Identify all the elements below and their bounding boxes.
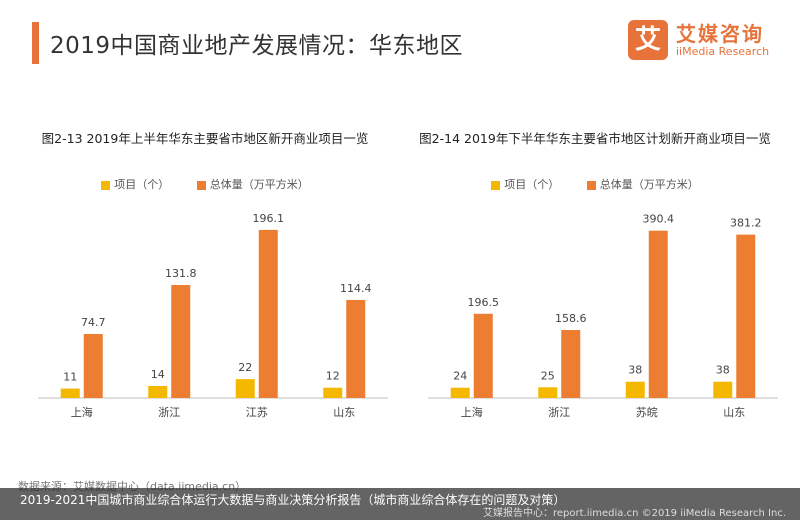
x-tick-label: 江苏 — [246, 406, 268, 419]
data-label-projects: 22 — [238, 361, 252, 374]
bar-area — [171, 285, 191, 398]
chart-plot: 24 196.5 上海 25 158.6 浙江 38 390.4 苏皖 38 381.2 山东 — [428, 213, 778, 419]
chart-title: 图2-13 2019年上半年华东主要省市地区新开商业项目一览 — [41, 131, 369, 146]
legend-swatch-projects — [491, 180, 501, 190]
logo-name-cn: 艾媒咨询 — [676, 22, 764, 46]
bar-projects — [713, 381, 733, 398]
page-title: 2019中国商业地产发展情况：华东地区 — [50, 33, 464, 59]
data-label-area: 114.4 — [340, 282, 372, 295]
title-accent-bar — [32, 22, 39, 64]
bar-area — [736, 234, 756, 398]
logo-name-en: iiMedia Research — [676, 45, 770, 58]
legend-swatch-area — [586, 180, 596, 190]
caption-bar — [0, 488, 800, 520]
data-label-area: 390.4 — [643, 213, 675, 226]
header: 2019中国商业地产发展情况：华东地区 艾 艾媒咨询 iiMedia Resea… — [0, 0, 800, 72]
bar-area — [473, 313, 493, 398]
bar-area — [258, 229, 278, 398]
report-caption: 2019-2021中国城市商业综合体运行大数据与商业决策分析报告（城市商业综合体… — [20, 493, 566, 507]
legend-label-projects: 项目（个） — [114, 178, 170, 191]
legend-label-area: 总体量（万平方米） — [209, 178, 309, 191]
legend-item-area: 总体量（万平方米） — [586, 176, 699, 192]
bar-projects — [625, 381, 645, 398]
legend-item-projects: 项目（个） — [491, 176, 559, 192]
bar-area — [561, 330, 581, 398]
footer-credit: 艾媒报告中心：report.iimedia.cn ©2019 iiMedia R… — [482, 508, 786, 519]
data-label-projects: 38 — [716, 364, 730, 377]
data-label-projects: 38 — [628, 364, 642, 377]
data-label-area: 131.8 — [165, 267, 197, 280]
data-label-projects: 11 — [63, 371, 77, 384]
bar-area — [83, 333, 103, 398]
data-label-projects: 25 — [541, 369, 555, 382]
legend-label-projects: 项目（个） — [504, 178, 560, 191]
data-label-area: 74.7 — [81, 316, 106, 329]
data-label-projects: 14 — [151, 368, 165, 381]
x-tick-label: 上海 — [461, 405, 483, 419]
data-label-projects: 12 — [326, 370, 340, 383]
data-label-area: 196.5 — [468, 296, 500, 309]
chart-legend: 项目（个） 总体量（万平方米） — [10, 176, 400, 192]
data-label-area: 381.2 — [730, 217, 762, 230]
legend-label-area: 总体量（万平方米） — [599, 178, 699, 191]
bar-area — [346, 299, 366, 398]
chart-plot: 11 74.7 上海 14 131.8 浙江 22 196.1 江苏 12 114.4 山东 — [38, 212, 388, 419]
x-tick-label: 上海 — [71, 405, 93, 419]
bar-projects — [323, 387, 343, 398]
bar-projects — [538, 387, 558, 398]
bar-projects — [235, 379, 255, 398]
bar-projects — [148, 386, 168, 398]
brand-logo: 艾 艾媒咨询 iiMedia Research — [628, 18, 793, 64]
x-tick-label: 浙江 — [158, 406, 180, 419]
chart-legend: 项目（个） 总体量（万平方米） — [400, 176, 790, 192]
chart-title: 图2-14 2019年下半年华东主要省市地区计划新开商业项目一览 — [419, 131, 771, 146]
x-tick-label: 苏皖 — [636, 405, 658, 419]
bar-projects — [60, 388, 80, 398]
legend-swatch-area — [196, 180, 206, 190]
bar-projects — [450, 387, 470, 398]
legend-swatch-projects — [101, 180, 111, 190]
chart-h1: 图2-13 2019年上半年华东主要省市地区新开商业项目一览 项目（个） 总体量… — [10, 128, 400, 438]
x-tick-label: 浙江 — [548, 406, 570, 419]
chart-h2: 图2-14 2019年下半年华东主要省市地区计划新开商业项目一览 项目（个） 总… — [400, 128, 790, 438]
data-label-projects: 24 — [453, 370, 467, 383]
data-label-area: 196.1 — [253, 212, 285, 225]
logo-mark-icon: 艾 — [628, 20, 668, 60]
legend-item-area: 总体量（万平方米） — [196, 176, 309, 192]
x-tick-label: 山东 — [333, 406, 355, 419]
bar-area — [648, 230, 668, 398]
data-label-area: 158.6 — [555, 312, 587, 325]
x-tick-label: 山东 — [723, 406, 745, 419]
legend-item-projects: 项目（个） — [101, 176, 169, 192]
